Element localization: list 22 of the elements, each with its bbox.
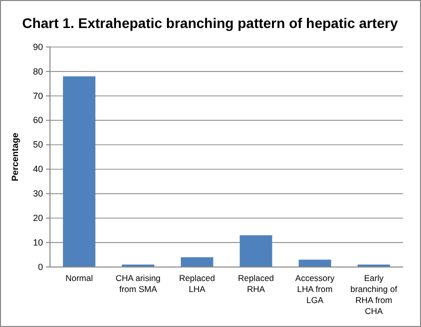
y-tick-label: 70 [32,90,43,101]
y-tick-label: 60 [32,115,43,126]
bar [240,235,272,267]
x-tick-label: Replaced LHA [179,273,216,294]
x-tick-label: CHA arising from SMA [116,273,161,294]
bar [62,76,96,267]
y-tick-label: 80 [32,66,43,76]
y-axis-title: Percentage [10,132,20,182]
y-tick-label: 50 [32,140,43,150]
x-tick-label: Accessory LHA from LGA [295,273,336,305]
chart-title: Chart 1. Extrahepatic branching pattern of hepatic artery [22,15,398,31]
y-tick-label: 30 [32,188,43,199]
bar [298,260,332,267]
x-tick-label: Normal [65,273,93,283]
bar [180,257,214,267]
y-tick-label: 10 [32,237,43,248]
x-tick-label: Replaced RHA [238,273,274,294]
y-tick-label: 0 [38,262,43,272]
y-tick-label: 20 [32,212,43,223]
y-tick-label: 40 [32,164,43,174]
x-tick-label: Early branching of RHA from CHA [350,273,398,316]
y-tick-label: 90 [32,42,43,52]
